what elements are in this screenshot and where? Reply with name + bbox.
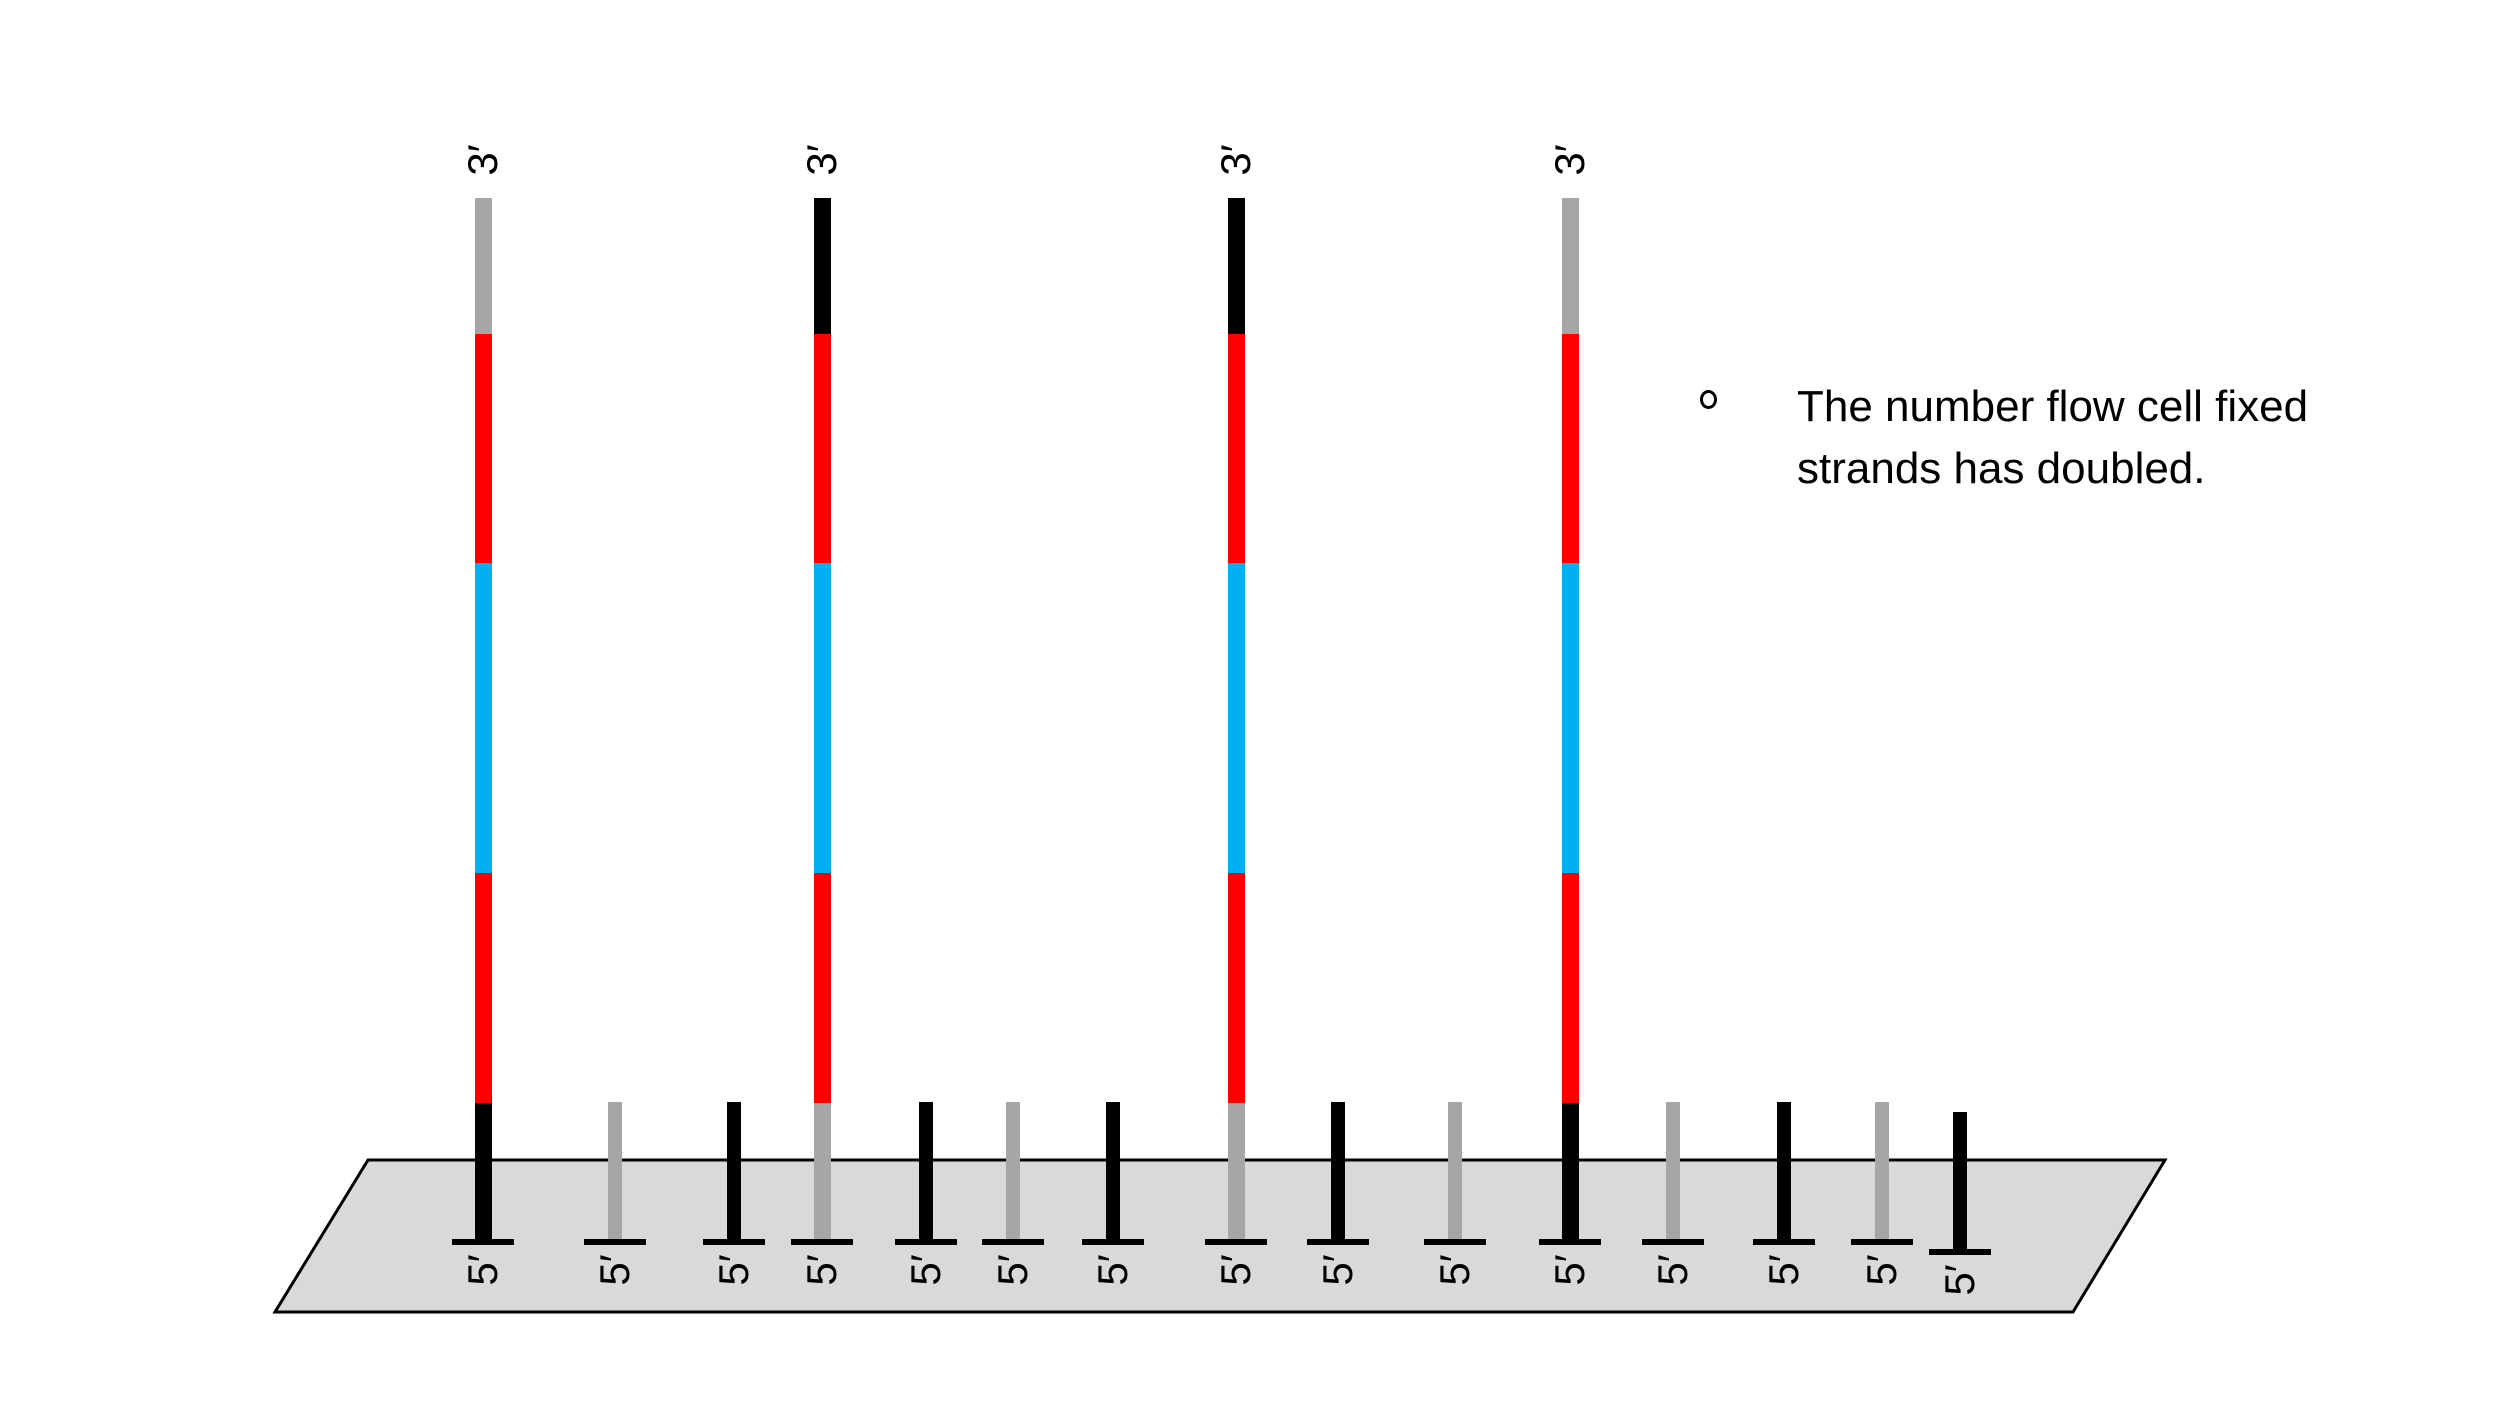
strand-anchor-tick (1205, 1239, 1267, 1245)
three-prime-label: 3′ (798, 144, 845, 176)
three-prime-label: 3′ (459, 144, 506, 176)
five-prime-label: 5′ (1760, 1254, 1807, 1286)
strand-segment-black (813, 198, 831, 334)
strand-segment-red (1227, 873, 1245, 1103)
strand-segment-blue (1561, 563, 1579, 873)
strand-segment-black (474, 1103, 492, 1244)
strand-anchor-tick (895, 1239, 957, 1245)
five-prime-label: 5′ (902, 1254, 949, 1286)
strand-segment-gray (608, 1102, 622, 1244)
strand-anchor-tick (1082, 1239, 1144, 1245)
strand-anchor-tick (982, 1239, 1044, 1245)
strand-anchor-tick (1753, 1239, 1815, 1245)
strand-anchor-tick (1539, 1239, 1601, 1245)
strand-segment-gray (813, 1103, 831, 1244)
five-prime-label: 5′ (710, 1254, 757, 1286)
strand-segment-gray (1561, 198, 1579, 334)
five-prime-label: 5′ (591, 1254, 638, 1286)
five-prime-label: 5′ (1212, 1254, 1259, 1286)
three-prime-label: 3′ (1546, 144, 1593, 176)
strand-segment-black (1561, 1103, 1579, 1244)
strand-segment-red (474, 334, 492, 563)
strand-segment-black (1331, 1102, 1345, 1244)
strand-segment-black (727, 1102, 741, 1244)
strand-segment-red (1227, 334, 1245, 563)
strand-segment-gray (1666, 1102, 1680, 1244)
strand-segment-gray (1006, 1102, 1020, 1244)
strand-anchor-tick (452, 1239, 514, 1245)
strand-anchor-tick (1929, 1249, 1991, 1255)
note-line-2: strands has doubled. (1797, 444, 2206, 493)
five-prime-label: 5′ (459, 1254, 506, 1286)
strand-segment-gray (1875, 1102, 1889, 1244)
strand-segment-blue (474, 563, 492, 873)
five-prime-label: 5′ (1089, 1254, 1136, 1286)
five-prime-label: 5′ (1546, 1254, 1593, 1286)
strand-segment-blue (813, 563, 831, 873)
five-prime-label: 5′ (1431, 1254, 1478, 1286)
strand-segment-red (813, 873, 831, 1103)
strand-segment-blue (1227, 563, 1245, 873)
note-text: The number flow cell fixed strands has d… (1797, 376, 2417, 500)
strand-segment-red (474, 873, 492, 1103)
note-line-1: The number flow cell fixed (1797, 382, 2309, 431)
strand-anchor-tick (584, 1239, 646, 1245)
five-prime-label: 5′ (989, 1254, 1036, 1286)
three-prime-label: 3′ (1212, 144, 1259, 176)
strand-anchor-tick (1642, 1239, 1704, 1245)
strand-segment-black (1953, 1112, 1967, 1254)
strand-segment-red (1561, 334, 1579, 563)
strand-anchor-tick (703, 1239, 765, 1245)
strand-anchor-tick (1851, 1239, 1913, 1245)
strand-segment-black (919, 1102, 933, 1244)
strand-segment-red (1561, 873, 1579, 1103)
strand-segment-black (1227, 198, 1245, 334)
strand-segment-black (1777, 1102, 1791, 1244)
bullet-circle-icon (1700, 390, 1717, 409)
strand-segment-gray (474, 198, 492, 334)
five-prime-label: 5′ (1649, 1254, 1696, 1286)
strand-segment-gray (1448, 1102, 1462, 1244)
strand-anchor-tick (1424, 1239, 1486, 1245)
five-prime-label: 5′ (1936, 1264, 1983, 1296)
five-prime-label: 5′ (798, 1254, 845, 1286)
five-prime-label: 5′ (1858, 1254, 1905, 1286)
strand-anchor-tick (791, 1239, 853, 1245)
strand-segment-gray (1227, 1103, 1245, 1244)
strand-segment-red (813, 334, 831, 563)
strand-anchor-tick (1307, 1239, 1369, 1245)
five-prime-label: 5′ (1314, 1254, 1361, 1286)
strand-segment-black (1106, 1102, 1120, 1244)
